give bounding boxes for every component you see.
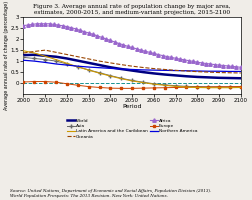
Legend: World, Asia, Latin America and the Caribbean, Oceania, Africa, Europe, Northern : World, Asia, Latin America and the Carib… [67, 119, 198, 139]
Title: Figure 3. Average annual rate of population change by major area,
estimates, 200: Figure 3. Average annual rate of populat… [33, 4, 231, 15]
X-axis label: Period: Period [122, 104, 142, 109]
Text: Source: United Nations, Department of Economic and Social Affairs, Population Di: Source: United Nations, Department of Ec… [10, 189, 211, 198]
Y-axis label: Average annual rate of change (percentage): Average annual rate of change (percentag… [4, 1, 9, 110]
